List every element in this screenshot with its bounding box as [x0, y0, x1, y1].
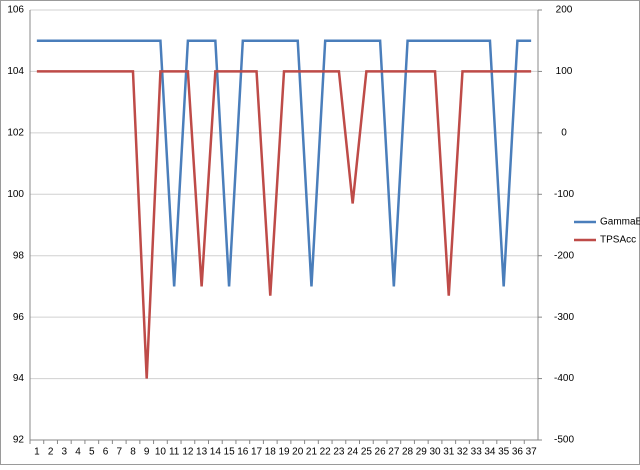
x-tick-label: 8	[130, 447, 136, 458]
x-tick-label: 24	[347, 447, 359, 458]
x-tick-label: 32	[457, 447, 469, 458]
series-line	[36, 39, 532, 287]
y-tick-label: 106	[7, 5, 24, 16]
y2-tick-label: -100	[554, 189, 574, 200]
series-line	[36, 70, 532, 379]
x-tick-label: 13	[196, 447, 208, 458]
x-tick-label: 30	[429, 447, 441, 458]
x-tick-label: 21	[306, 447, 318, 458]
y2-tick-label: 0	[561, 127, 567, 138]
x-tick-label: 29	[416, 447, 428, 458]
x-tick-label: 37	[526, 447, 538, 458]
y-tick-label: 102	[7, 127, 24, 138]
y-tick-label: 94	[13, 373, 25, 384]
x-tick-label: 19	[278, 447, 290, 458]
y2-tick-label: -200	[554, 250, 574, 261]
legend-label: GammaE	[600, 217, 640, 228]
x-tick-label: 35	[498, 447, 510, 458]
x-tick-label: 34	[484, 447, 496, 458]
x-tick-label: 4	[75, 447, 81, 458]
x-tick-label: 28	[402, 447, 414, 458]
x-tick-label: 9	[144, 447, 150, 458]
y2-tick-label: -300	[554, 312, 574, 323]
x-tick-label: 36	[512, 447, 524, 458]
y2-tick-label: -500	[554, 435, 574, 446]
x-tick-label: 16	[237, 447, 249, 458]
x-tick-label: 10	[155, 447, 167, 458]
x-tick-label: 3	[62, 447, 68, 458]
x-tick-label: 12	[182, 447, 194, 458]
y-tick-label: 100	[7, 189, 24, 200]
y-tick-label: 98	[13, 250, 25, 261]
x-tick-label: 14	[210, 447, 222, 458]
x-tick-label: 33	[471, 447, 483, 458]
x-tick-label: 18	[265, 447, 277, 458]
x-tick-label: 11	[169, 447, 180, 458]
x-tick-label: 25	[361, 447, 373, 458]
y2-tick-label: 200	[556, 5, 573, 16]
x-tick-label: 7	[116, 447, 122, 458]
x-tick-label: 31	[443, 447, 455, 458]
x-tick-label: 23	[333, 447, 345, 458]
y-tick-label: 104	[7, 66, 24, 77]
x-tick-label: 6	[103, 447, 109, 458]
x-tick-label: 1	[34, 447, 40, 458]
x-tick-label: 2	[48, 447, 54, 458]
y2-tick-label: -400	[554, 373, 574, 384]
x-tick-label: 22	[320, 447, 332, 458]
legend-label: TPSAcc	[600, 235, 636, 246]
x-tick-label: 26	[375, 447, 387, 458]
x-tick-label: 5	[89, 447, 95, 458]
x-tick-label: 17	[251, 447, 263, 458]
y2-tick-label: 100	[556, 66, 573, 77]
x-tick-label: 15	[224, 447, 236, 458]
x-tick-label: 27	[388, 447, 400, 458]
x-tick-label: 20	[292, 447, 304, 458]
y-tick-label: 92	[13, 435, 25, 446]
y-tick-label: 96	[13, 312, 25, 323]
